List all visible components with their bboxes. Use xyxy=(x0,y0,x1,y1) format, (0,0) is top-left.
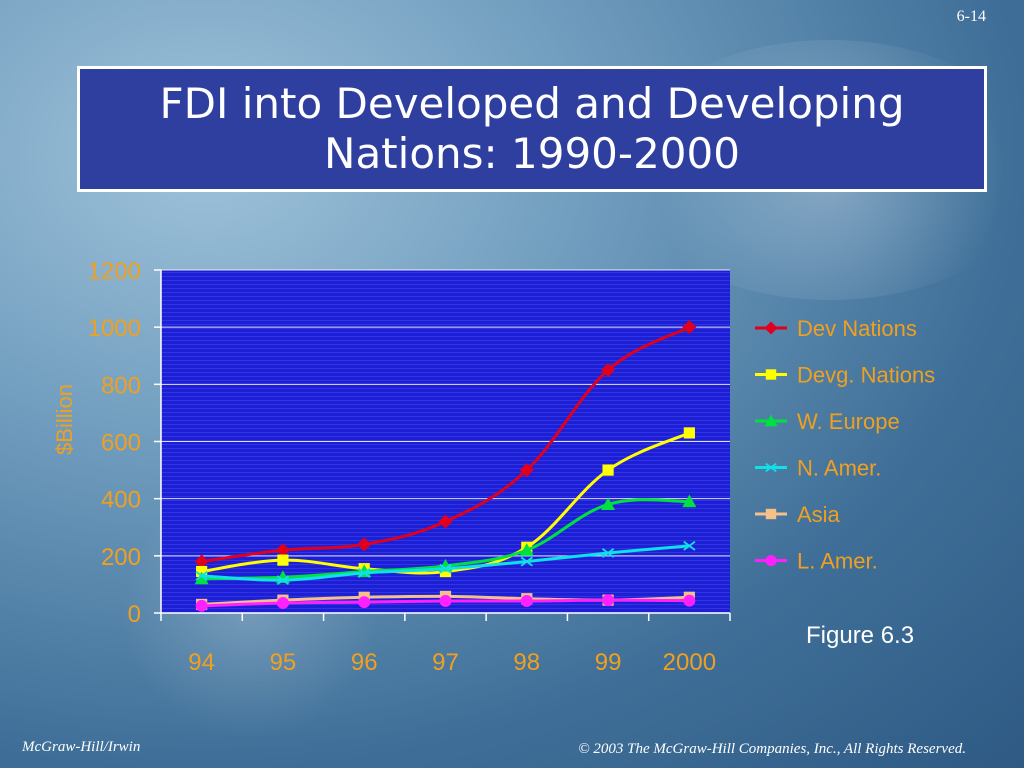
legend-label: Dev Nations xyxy=(797,316,917,341)
data-point-l-amer xyxy=(439,595,452,607)
data-point-devg-nations xyxy=(196,565,208,578)
slide-number: 6-14 xyxy=(956,8,986,25)
publisher-footer: McGraw-Hill/Irwin xyxy=(22,739,141,755)
marker-stroke xyxy=(195,570,208,581)
data-point-dev-nations xyxy=(194,554,209,569)
legend-item-devg-nations: Devg. Nations xyxy=(755,363,935,388)
marker-stroke xyxy=(276,575,290,586)
data-point-l-amer xyxy=(276,597,289,609)
legend-marker xyxy=(765,462,777,473)
legend-label: W. Europe xyxy=(797,409,900,434)
legend-label: N. Amer. xyxy=(797,456,881,481)
marker-stroke xyxy=(601,548,615,558)
data-point-dev-nations xyxy=(275,543,290,558)
copyright-footer: © 2003 The McGraw-Hill Companies, Inc., … xyxy=(578,741,966,757)
legend-item-l-amer: L. Amer. xyxy=(755,549,878,574)
x-tick-label: 99 xyxy=(595,649,622,676)
y-tick-label: 0 xyxy=(128,601,141,628)
data-point-dev-nations xyxy=(519,463,534,478)
marker-stroke xyxy=(765,462,777,473)
y-tick-label: 800 xyxy=(101,372,141,399)
legend-item-n-amer: N. Amer. xyxy=(755,456,881,481)
data-point-devg-nations xyxy=(277,554,289,566)
legend-item-w-europe: W. Europe xyxy=(755,409,900,434)
legend-item-asia: Asia xyxy=(755,502,841,527)
marker-stroke xyxy=(683,540,696,551)
data-point-devg-nations xyxy=(602,464,614,476)
x-tick-label: 97 xyxy=(432,649,459,676)
data-point-dev-nations xyxy=(438,514,453,529)
legend-label: Devg. Nations xyxy=(797,363,935,388)
marker-stroke xyxy=(439,563,452,574)
data-point-dev-nations xyxy=(357,537,372,552)
data-point-dev-nations xyxy=(601,363,616,378)
data-point-n-amer xyxy=(601,548,615,558)
data-point-l-amer xyxy=(520,595,533,607)
y-tick-label: 1200 xyxy=(88,258,141,285)
x-tick-label: 95 xyxy=(270,649,297,676)
data-point-n-amer xyxy=(276,575,290,586)
data-point-n-amer xyxy=(683,540,696,551)
data-point-w-europe xyxy=(519,543,534,556)
legend-label: L. Amer. xyxy=(797,549,878,574)
data-point-n-amer xyxy=(195,570,208,581)
data-point-w-europe xyxy=(194,571,209,585)
data-point-devg-nations xyxy=(439,565,452,578)
x-tick-label: 94 xyxy=(188,649,215,676)
legend-marker xyxy=(764,321,778,335)
title-line-2: Nations: 1990-2000 xyxy=(324,129,740,178)
data-point-l-amer xyxy=(358,596,371,609)
y-axis-label: $Billion xyxy=(52,384,77,455)
data-point-n-amer xyxy=(520,556,533,567)
marker-stroke xyxy=(520,556,533,567)
legend-item-dev-nations: Dev Nations xyxy=(755,316,917,341)
data-point-l-amer xyxy=(602,594,615,607)
figure-label: Figure 6.3 xyxy=(806,622,915,649)
x-tick-label: 2000 xyxy=(663,649,716,676)
legend-marker xyxy=(765,508,777,520)
data-point-l-amer xyxy=(683,594,696,607)
data-point-w-europe xyxy=(601,497,616,510)
legend-marker xyxy=(764,414,778,427)
marker-stroke xyxy=(358,568,371,578)
legend-marker xyxy=(765,369,777,380)
data-point-l-amer xyxy=(195,599,208,612)
x-tick-label: 96 xyxy=(351,649,378,676)
y-tick-label: 200 xyxy=(101,544,141,571)
y-tick-label: 1000 xyxy=(88,315,141,342)
slide-title: FDI into Developed and Developing Nation… xyxy=(77,66,987,192)
y-tick-label: 600 xyxy=(101,430,141,457)
data-point-dev-nations xyxy=(682,320,697,335)
data-point-w-europe xyxy=(682,494,697,508)
data-point-devg-nations xyxy=(683,427,695,439)
title-line-1: FDI into Developed and Developing xyxy=(159,79,905,128)
y-tick-label: 400 xyxy=(101,487,141,514)
data-point-n-amer xyxy=(358,568,371,578)
legend-label: Asia xyxy=(797,502,841,527)
legend-marker xyxy=(765,554,777,567)
data-point-n-amer xyxy=(439,563,452,574)
x-tick-label: 98 xyxy=(513,649,540,676)
